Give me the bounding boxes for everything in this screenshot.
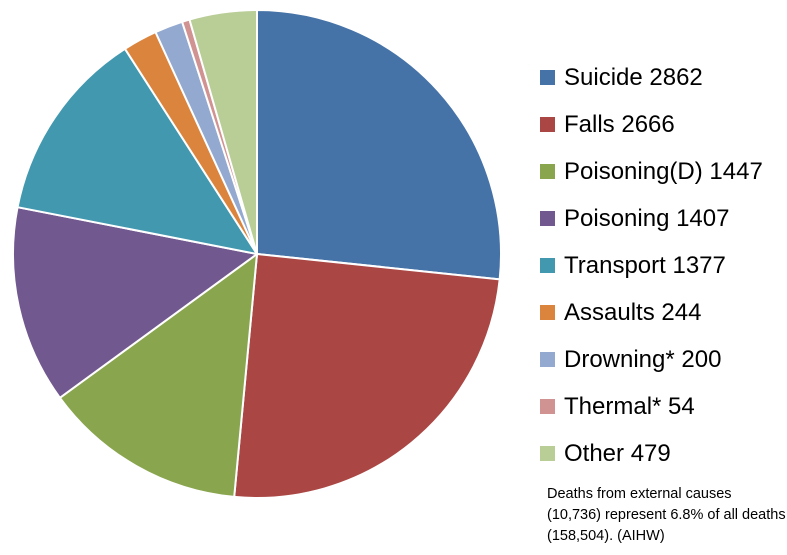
legend-swatch-5 xyxy=(540,305,555,320)
legend-swatch-0 xyxy=(540,70,555,85)
pie-slice-8 xyxy=(188,9,258,255)
legend-label-8: Other 479 xyxy=(564,439,671,467)
legend-item-2: Poisoning(D) 1447 xyxy=(540,148,763,195)
legend-swatch-2 xyxy=(540,164,555,179)
legend-label-7: Thermal* 54 xyxy=(564,392,695,420)
legend-swatch-7 xyxy=(540,399,555,414)
pie-slice-3 xyxy=(12,206,258,399)
legend-item-6: Drowning* 200 xyxy=(540,336,763,383)
pie-slice-1 xyxy=(233,253,501,499)
legend-swatch-3 xyxy=(540,211,555,226)
legend-item-5: Assaults 244 xyxy=(540,289,763,336)
legend-swatch-8 xyxy=(540,446,555,461)
pie-slice-0 xyxy=(256,9,503,281)
legend-label-5: Assaults 244 xyxy=(564,298,702,326)
legend-item-8: Other 479 xyxy=(540,430,763,477)
legend-label-0: Suicide 2862 xyxy=(564,63,703,91)
legend-swatch-4 xyxy=(540,258,555,273)
pie-slices xyxy=(12,9,503,499)
pie-slice-4 xyxy=(16,47,258,255)
legend-label-1: Falls 2666 xyxy=(564,110,675,138)
legend-item-4: Transport 1377 xyxy=(540,242,763,289)
annotation-note: Deaths from external causes (10,736) rep… xyxy=(547,486,786,544)
legend-item-0: Suicide 2862 xyxy=(540,54,763,101)
legend-item-3: Poisoning 1407 xyxy=(540,195,763,242)
legend-label-2: Poisoning(D) 1447 xyxy=(564,157,763,185)
legend-label-4: Transport 1377 xyxy=(564,251,726,279)
legend-item-1: Falls 2666 xyxy=(540,101,763,148)
legend: Suicide 2862 Falls 2666 Poisoning(D) 1447 P… xyxy=(540,54,763,477)
legend-item-7: Thermal* 54 xyxy=(540,383,763,430)
legend-label-6: Drowning* 200 xyxy=(564,345,722,373)
pie-slice-2 xyxy=(58,253,258,498)
legend-swatch-1 xyxy=(540,117,555,132)
legend-label-3: Poisoning 1407 xyxy=(564,204,730,232)
legend-swatch-6 xyxy=(540,352,555,367)
